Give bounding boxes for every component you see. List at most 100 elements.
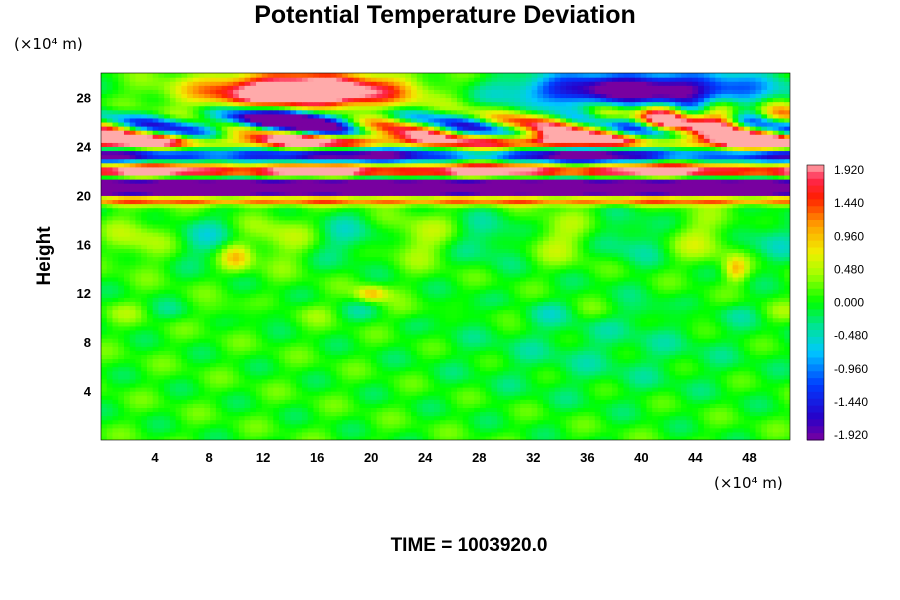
- heatmap-cell: [497, 399, 504, 404]
- heatmap-cell: [479, 289, 487, 294]
- heatmap-cell: [715, 293, 722, 298]
- heatmap-cell: [583, 321, 590, 327]
- heatmap-cell: [669, 415, 676, 421]
- heatmap-cell: [388, 358, 395, 364]
- heatmap-cell: [439, 293, 447, 298]
- heatmap-cell: [600, 386, 607, 392]
- heatmap-cell: [778, 382, 785, 388]
- heatmap-cell: [129, 321, 137, 327]
- heatmap-cell: [428, 297, 435, 302]
- heatmap-cell: [629, 272, 636, 278]
- heatmap-cell: [313, 391, 320, 396]
- heatmap-cell: [767, 342, 774, 347]
- heatmap-cell: [749, 407, 757, 413]
- heatmap-cell: [416, 342, 424, 347]
- heatmap-cell: [456, 342, 464, 347]
- heatmap-cell: [342, 268, 349, 274]
- heatmap-cell: [256, 280, 263, 286]
- heatmap-cell: [669, 338, 676, 343]
- heatmap-cell: [462, 285, 470, 290]
- heatmap-cell: [445, 272, 452, 278]
- heatmap-cell: [652, 317, 659, 323]
- heatmap-cell: [456, 293, 464, 298]
- heatmap-cell: [560, 329, 567, 335]
- heatmap-cell: [284, 391, 292, 396]
- heatmap-cell: [296, 325, 303, 331]
- heatmap-cell: [175, 317, 182, 323]
- heatmap-cell: [181, 427, 188, 433]
- heatmap-cell: [445, 395, 452, 400]
- heatmap-cell: [370, 374, 378, 380]
- heatmap-cell: [640, 329, 648, 335]
- heatmap-cell: [204, 305, 211, 311]
- heatmap-cell: [296, 415, 303, 421]
- heatmap-cell: [330, 427, 338, 433]
- heatmap-cell: [577, 407, 584, 413]
- heatmap-cell: [491, 297, 498, 302]
- heatmap-cell: [732, 285, 739, 290]
- heatmap-cell: [600, 374, 607, 380]
- heatmap-cell: [755, 309, 762, 315]
- heatmap-cell: [485, 280, 493, 286]
- heatmap-cell: [445, 399, 452, 404]
- heatmap-cell: [376, 395, 383, 400]
- heatmap-cell: [583, 285, 590, 290]
- heatmap-cell: [181, 333, 188, 339]
- heatmap-cell: [738, 362, 745, 368]
- heatmap-cell: [135, 276, 142, 282]
- heatmap-cell: [755, 423, 762, 429]
- heatmap-cell: [537, 272, 544, 278]
- heatmap-cell: [439, 321, 447, 327]
- heatmap-cell: [732, 301, 739, 307]
- heatmap-cell: [698, 301, 705, 307]
- heatmap-cell: [554, 386, 561, 392]
- heatmap-cell: [554, 407, 561, 413]
- heatmap-cell: [422, 342, 429, 347]
- heatmap-cell: [726, 374, 734, 380]
- heatmap-cell: [393, 321, 401, 327]
- heatmap-cell: [577, 395, 584, 400]
- heatmap-cell: [491, 358, 498, 364]
- heatmap-cell: [462, 338, 470, 343]
- heatmap-cell: [175, 427, 182, 433]
- heatmap-cell: [583, 297, 590, 302]
- heatmap-cell: [198, 358, 205, 364]
- heatmap-cell: [589, 366, 596, 372]
- heatmap-cell: [566, 317, 573, 323]
- heatmap-cell: [146, 358, 154, 364]
- heatmap-cell: [129, 280, 137, 286]
- heatmap-cell: [456, 391, 464, 396]
- heatmap-cell: [204, 427, 211, 433]
- heatmap-cell: [778, 407, 785, 413]
- heatmap-cell: [761, 366, 768, 372]
- heatmap-cell: [692, 305, 699, 311]
- heatmap-cell: [606, 333, 613, 339]
- heatmap-cell: [221, 374, 228, 380]
- heatmap-cell: [428, 431, 435, 437]
- heatmap-cell: [146, 423, 154, 429]
- heatmap-cell: [675, 407, 682, 413]
- heatmap-cell: [313, 333, 320, 339]
- heatmap-cell: [388, 325, 395, 331]
- heatmap-cell: [451, 378, 458, 384]
- heatmap-cell: [129, 415, 137, 421]
- heatmap-cell: [680, 354, 688, 360]
- heatmap-cell: [612, 399, 619, 404]
- heatmap-cell: [135, 317, 142, 323]
- heatmap-cell: [577, 382, 584, 388]
- heatmap-cell: [623, 333, 630, 339]
- heatmap-cell: [577, 297, 584, 302]
- heatmap-cell: [560, 313, 567, 319]
- heatmap-cell: [330, 435, 338, 440]
- heatmap-cell: [755, 382, 762, 388]
- heatmap-cell: [514, 374, 521, 380]
- heatmap-cell: [101, 301, 108, 307]
- heatmap-cell: [210, 370, 217, 376]
- heatmap-cell: [543, 297, 550, 302]
- heatmap-cell: [256, 276, 263, 282]
- heatmap-cell: [284, 280, 292, 286]
- heatmap-cell: [577, 386, 584, 392]
- heatmap-cell: [278, 350, 286, 355]
- heatmap-cell: [721, 395, 728, 400]
- heatmap-cell: [284, 423, 292, 429]
